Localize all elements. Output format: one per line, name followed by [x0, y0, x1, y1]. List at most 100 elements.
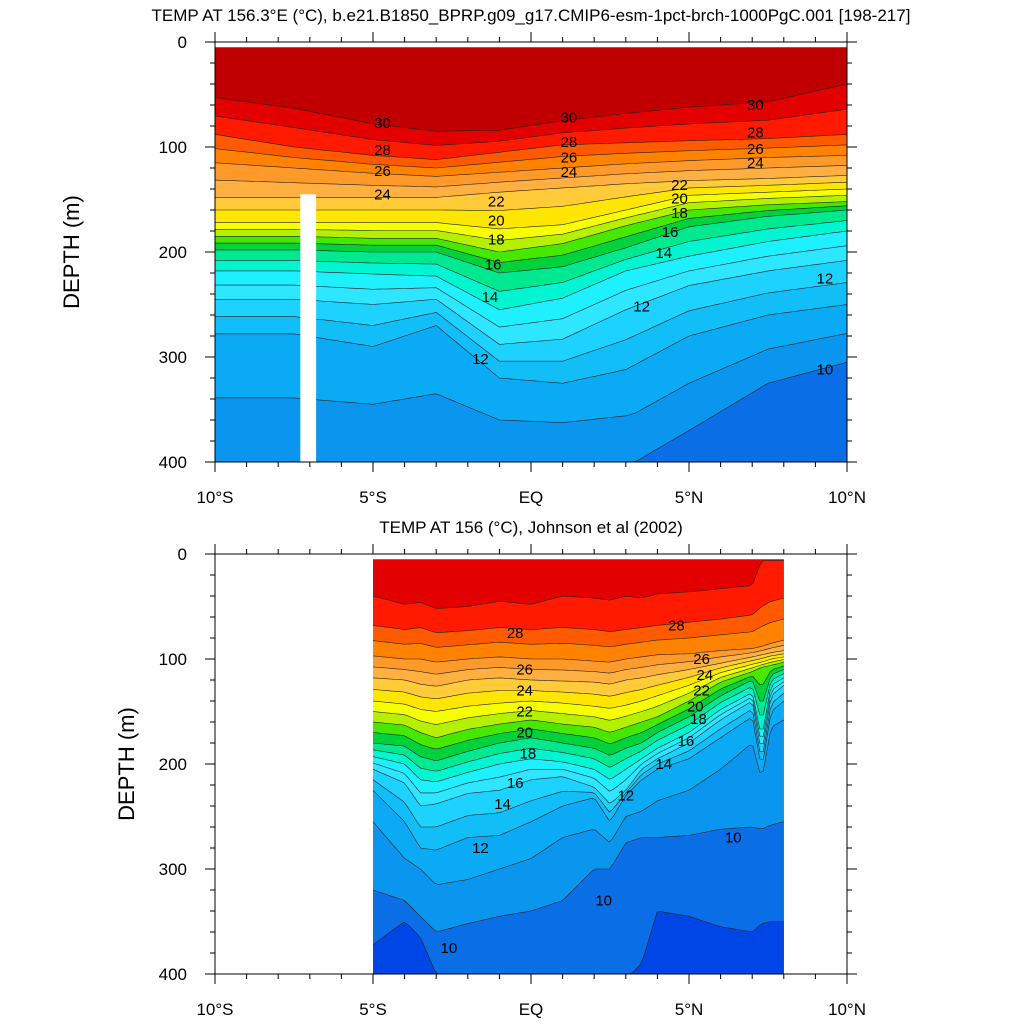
contour-label-20: 20 [671, 190, 688, 207]
isotherm-20 [215, 201, 847, 253]
isotherm-29 [215, 108, 847, 146]
isotherm-14 [372, 685, 784, 807]
isotherm-25 [215, 165, 847, 188]
isotherm-12 [215, 304, 847, 384]
contour-label-22: 22 [671, 177, 688, 194]
panel-bottom: TEMP AT 156 (°C), Johnson et al (2002) D… [114, 518, 866, 1019]
panel-bottom-y-tick-400: 400 [159, 965, 187, 984]
isotherm-24 [372, 650, 784, 687]
contour-label-28: 28 [747, 124, 764, 141]
contour-label-26: 26 [374, 163, 391, 180]
contour-label-22: 22 [516, 704, 533, 721]
isotherm-20 [372, 661, 784, 738]
isotherm-10 [215, 362, 847, 462]
isotherm-22 [215, 188, 847, 230]
contour-label-20: 20 [488, 213, 505, 230]
contour-label-14: 14 [655, 245, 672, 262]
contour-label-18: 18 [488, 231, 505, 248]
contour-label-28: 28 [374, 142, 391, 159]
isotherm-29 [372, 560, 784, 609]
panel-top-x-tick-5s: 5°S [359, 488, 387, 507]
contour-label-14: 14 [655, 756, 672, 773]
isotherm-18 [215, 209, 847, 274]
isotherm-10 [372, 821, 784, 932]
contour-label-12: 12 [472, 351, 489, 368]
isotherm-16 [372, 677, 784, 782]
isotherm-11 [372, 719, 784, 885]
contour-label-30: 30 [374, 115, 391, 132]
contour-label-28: 28 [561, 134, 578, 151]
contour-label-18: 18 [671, 205, 688, 222]
panel-bottom-x-tick-5n: 5°N [675, 1000, 704, 1019]
panel-bottom-ylabel: DEPTH (m) [114, 707, 139, 821]
isotherm-27 [215, 144, 847, 169]
contour-label-16: 16 [662, 224, 679, 241]
isotherm-17 [215, 220, 847, 292]
isotherm-16 [215, 230, 847, 311]
temp-band-below-11 [215, 333, 847, 462]
isotherm-15 [215, 245, 847, 328]
isotherm-25 [372, 645, 784, 675]
isotherm-19 [372, 665, 784, 750]
isotherm-19 [215, 205, 847, 263]
contour-label-24: 24 [696, 667, 713, 684]
isotherm-14 [215, 260, 847, 345]
panel-bottom-x-tick-10s: 10°S [196, 1000, 233, 1019]
isotherm-23 [215, 181, 847, 211]
contour-label-24: 24 [747, 155, 764, 172]
contour-label-16: 16 [485, 257, 502, 274]
panel-bottom-x-tick-eq: EQ [519, 1000, 544, 1019]
panel-top-y-tick-100: 100 [159, 138, 187, 157]
isotherm-17 [372, 673, 784, 772]
isotherm-18 [372, 669, 784, 761]
panel-bottom-x-tick-10n: 10°N [828, 1000, 866, 1019]
isotherm-23 [372, 653, 784, 700]
panel-top-ylabel: DEPTH (m) [59, 195, 84, 309]
contour-label-12: 12 [617, 788, 634, 805]
isotherm-9 [372, 911, 784, 974]
contour-label-24: 24 [516, 683, 533, 700]
missing-data-band [300, 194, 317, 462]
panel-top-y-tick-0: 0 [178, 33, 187, 52]
contour-label-20: 20 [516, 725, 533, 742]
panel-top-ticks [205, 32, 857, 472]
contour-label-28: 28 [668, 617, 685, 634]
contour-label-10: 10 [595, 893, 612, 910]
isotherm-21 [372, 659, 784, 725]
panel-top-title: TEMP AT 156.3°E (°C), b.e21.B1850_BPRP.g… [152, 6, 911, 25]
panel-top-y-tick-200: 200 [159, 243, 187, 262]
contour-label-20: 20 [687, 698, 704, 715]
contour-label-18: 18 [519, 746, 536, 763]
isotherm-15 [372, 681, 784, 794]
panel-top-x-tick-5n: 5°N [675, 488, 704, 507]
contour-label-30: 30 [747, 97, 764, 114]
panel-bottom-ticks [205, 544, 857, 984]
contour-label-30: 30 [561, 110, 578, 127]
panel-bottom-plot-area [372, 559, 784, 974]
isotherm-28 [215, 134, 847, 160]
isotherm-30 [215, 83, 847, 132]
contour-label-26: 26 [561, 150, 578, 167]
contour-label-26: 26 [693, 651, 710, 668]
panel-top-x-tick-eq: EQ [519, 488, 544, 507]
contour-label-12: 12 [817, 270, 834, 287]
isotherm-26 [215, 155, 847, 177]
contour-label-18: 18 [690, 711, 707, 728]
isotherm-26 [372, 639, 784, 663]
contour-label-26: 26 [516, 662, 533, 679]
panel-top-contour-labels: 3028262430282624302826242220181614122220… [374, 97, 833, 379]
temp-band-below-10 [215, 362, 847, 462]
contour-label-10: 10 [817, 362, 834, 379]
panel-bottom-y-tick-100: 100 [159, 650, 187, 669]
panel-bottom-contour-labels: 28 28262422201816141212101026242220181614… [440, 617, 741, 956]
panel-bottom-title: TEMP AT 156 (°C), Johnson et al (2002) [379, 518, 683, 537]
isotherm-28 [372, 597, 784, 633]
panel-top-y-tick-300: 300 [159, 348, 187, 367]
panel-top-y-tick-400: 400 [159, 453, 187, 472]
isotherm-24 [215, 175, 847, 198]
isotherm-22 [372, 656, 784, 712]
panel-top: TEMP AT 156.3°E (°C), b.e21.B1850_BPRP.g… [59, 6, 910, 507]
contour-label-10: 10 [440, 940, 457, 957]
isotherm-12 [372, 700, 784, 851]
